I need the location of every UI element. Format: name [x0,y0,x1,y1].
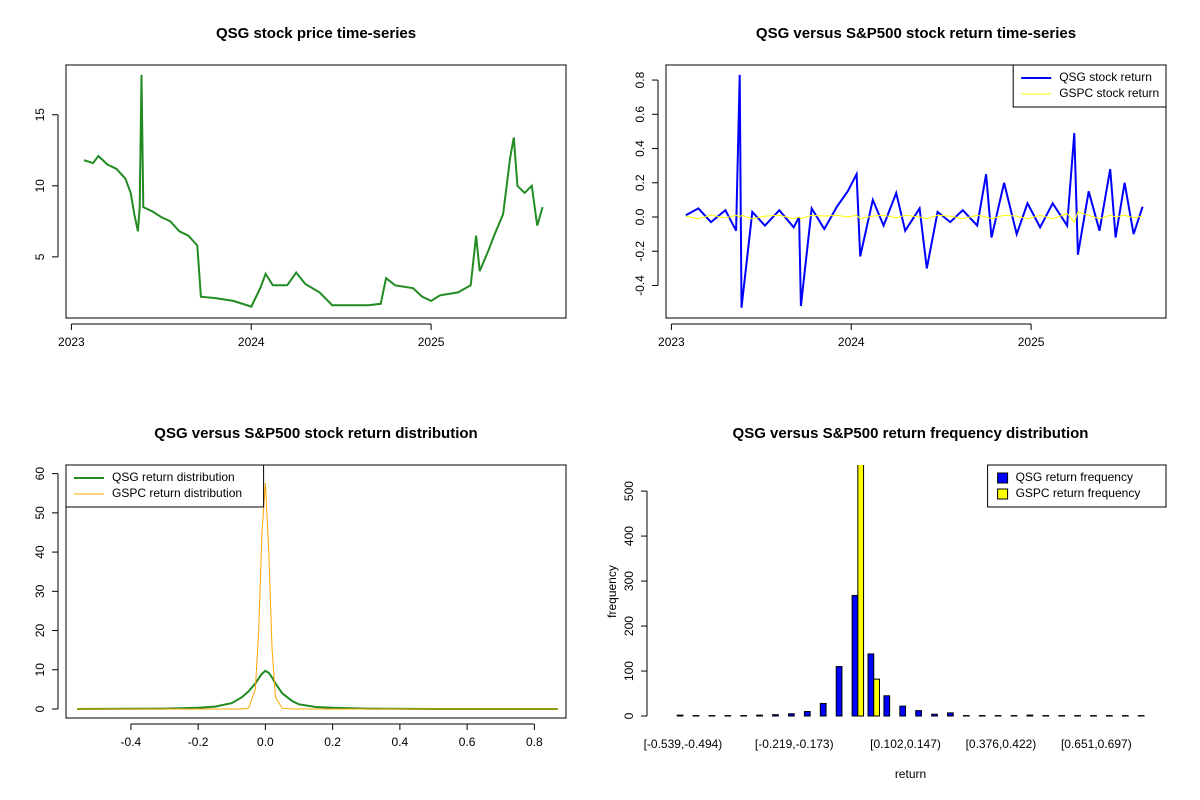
x-tick-label: 2024 [238,335,265,349]
bar [931,713,938,717]
bar [803,711,811,717]
x-tick-label: [0.102,0.147) [870,737,941,751]
chart: QSG versus S&P500 stock return distribut… [33,425,567,749]
chart-title: QSG versus S&P500 stock return time-seri… [756,25,1076,42]
y-tick-label: 10 [33,663,47,677]
legend-swatch [997,488,1009,500]
y-tick-label: 0.4 [633,140,647,157]
series-line [77,482,558,710]
x-tick-label: [0.651,0.697) [1061,737,1132,751]
plot-area [685,74,1144,308]
x-tick-label: [0.376,0.422) [966,737,1037,751]
y-tick-label: -0.2 [633,241,647,262]
legend-label: GSPC return distribution [112,486,242,500]
x-tick-label: 2025 [418,335,445,349]
y-tick-label: 0.0 [633,208,647,225]
bar [867,653,875,717]
legend: QSG stock return GSPC stock return [1012,64,1167,108]
legend-box [1012,64,1167,108]
x-tick-label: 2023 [658,335,685,349]
y-tick-label: 0.2 [633,174,647,191]
x-tick-label: 0.0 [257,735,274,749]
series-line [83,74,544,308]
x-tick-label: 2024 [838,335,865,349]
plot-area [676,465,1145,717]
y-tick-label: 0 [622,712,636,719]
y-tick-label: -0.4 [633,275,647,296]
legend-swatch [997,472,1009,484]
bar [756,714,763,717]
bar [819,702,827,717]
bar [788,713,795,717]
x-tick-label: -0.4 [121,735,142,749]
y-tick-label: 15 [33,108,47,122]
plot-frame [665,64,1167,319]
bar [899,705,907,717]
x-tick-label: 2023 [58,335,85,349]
bar [857,465,865,717]
legend-label: QSG return distribution [112,470,235,484]
x-axis-label: return [895,767,926,781]
chart: QSG stock price time-series 5 10 15 2023 2024… [33,25,567,349]
y-tick-label: 20 [33,624,47,638]
bar [883,695,891,717]
chart-title: QSG stock price time-series [216,25,416,42]
legend-label: GSPC return frequency [1016,486,1141,500]
y-tick-label: 0.6 [633,106,647,123]
bar [873,678,880,717]
y-tick-label: 500 [622,481,636,501]
bar [676,714,684,717]
x-tick-label: 2025 [1018,335,1045,349]
legend-label: GSPC stock return [1059,86,1159,100]
y-tick-label: 400 [622,526,636,546]
chart: QSG versus S&P500 stock return time-seri… [633,25,1167,349]
x-tick-label: 0.2 [324,735,341,749]
y-tick-label: 5 [33,253,47,260]
chart-title: QSG versus S&P500 stock return distribut… [154,425,477,442]
series-line [77,669,558,710]
y-tick-label: 100 [622,661,636,681]
legend: QSG return frequency GSPC return frequenc… [987,464,1167,508]
y-axis-label: frequency [605,565,619,618]
plot-frame [65,464,567,719]
bar [772,714,779,717]
plot-area [83,74,544,308]
bar [915,710,922,717]
chart: QSG versus S&P500 return frequency distr… [605,425,1167,781]
plot-area [77,482,558,710]
legend-label: QSG stock return [1059,70,1152,84]
legend-label: QSG return frequency [1016,470,1133,484]
y-tick-label: 30 [33,584,47,598]
x-tick-label: 0.6 [459,735,476,749]
plot-frame [65,64,567,319]
legend-box [65,464,265,508]
x-tick-label: [-0.539,-0.494) [644,737,723,751]
legend-box [987,464,1167,508]
bar [835,666,843,717]
y-tick-label: 10 [33,179,47,193]
y-tick-label: 0 [33,705,47,712]
bar [1026,714,1034,717]
bar [851,594,859,717]
bar [947,712,954,717]
y-tick-label: 60 [33,467,47,481]
series-line [685,211,1143,224]
y-tick-label: 300 [622,571,636,591]
y-tick-label: 50 [33,506,47,520]
chart-title: QSG versus S&P500 return frequency distr… [733,425,1089,442]
y-tick-label: 40 [33,545,47,559]
legend: QSG return distribution GSPC return distr… [65,464,265,508]
y-tick-label: 200 [622,616,636,636]
x-tick-label: 0.8 [526,735,543,749]
series-line [685,74,1144,308]
y-tick-label: 0.8 [633,71,647,88]
x-tick-label: [-0.219,-0.173) [755,737,834,751]
x-tick-label: 0.4 [392,735,409,749]
x-tick-label: -0.2 [188,735,209,749]
